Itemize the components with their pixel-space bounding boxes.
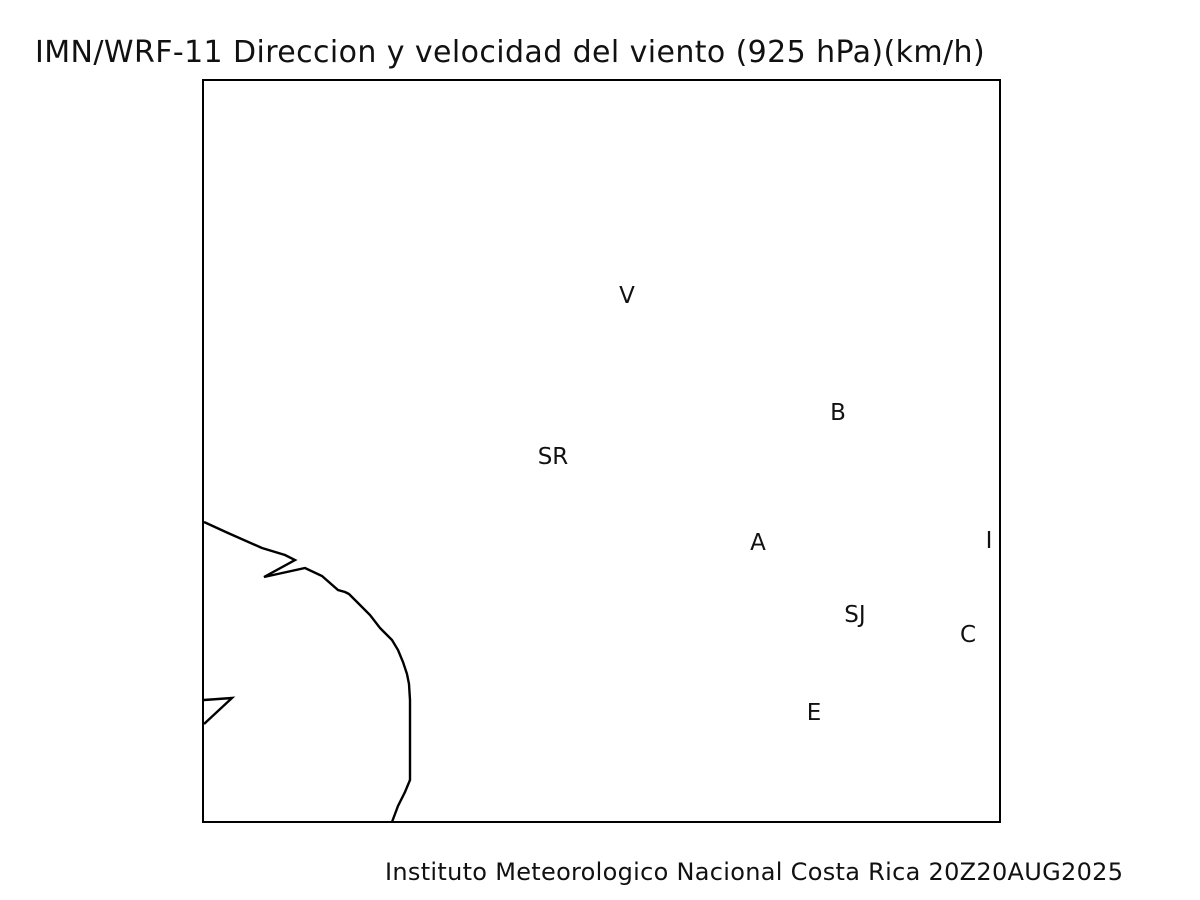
map-frame-border (201, 78, 1002, 824)
station-label-group: V B SR A I SJ C E (538, 283, 993, 726)
station-label-e: E (807, 700, 822, 726)
station-label-v: V (619, 283, 635, 309)
coastline-pacific-main (203, 520, 412, 823)
station-label-sr: SR (538, 444, 569, 470)
coastline-pacific-inlet (203, 696, 236, 725)
station-label-sj: SJ (844, 602, 865, 628)
station-label-c: C (960, 622, 976, 648)
station-label-a: A (750, 530, 766, 556)
map-interior-background (203, 80, 1000, 822)
figure-footer: Instituto Meteorologico Nacional Costa R… (385, 858, 1123, 886)
station-label-b: B (830, 400, 846, 426)
station-label-i: I (986, 528, 993, 554)
page-title: IMN/WRF-11 Direccion y velocidad del vie… (35, 35, 985, 70)
